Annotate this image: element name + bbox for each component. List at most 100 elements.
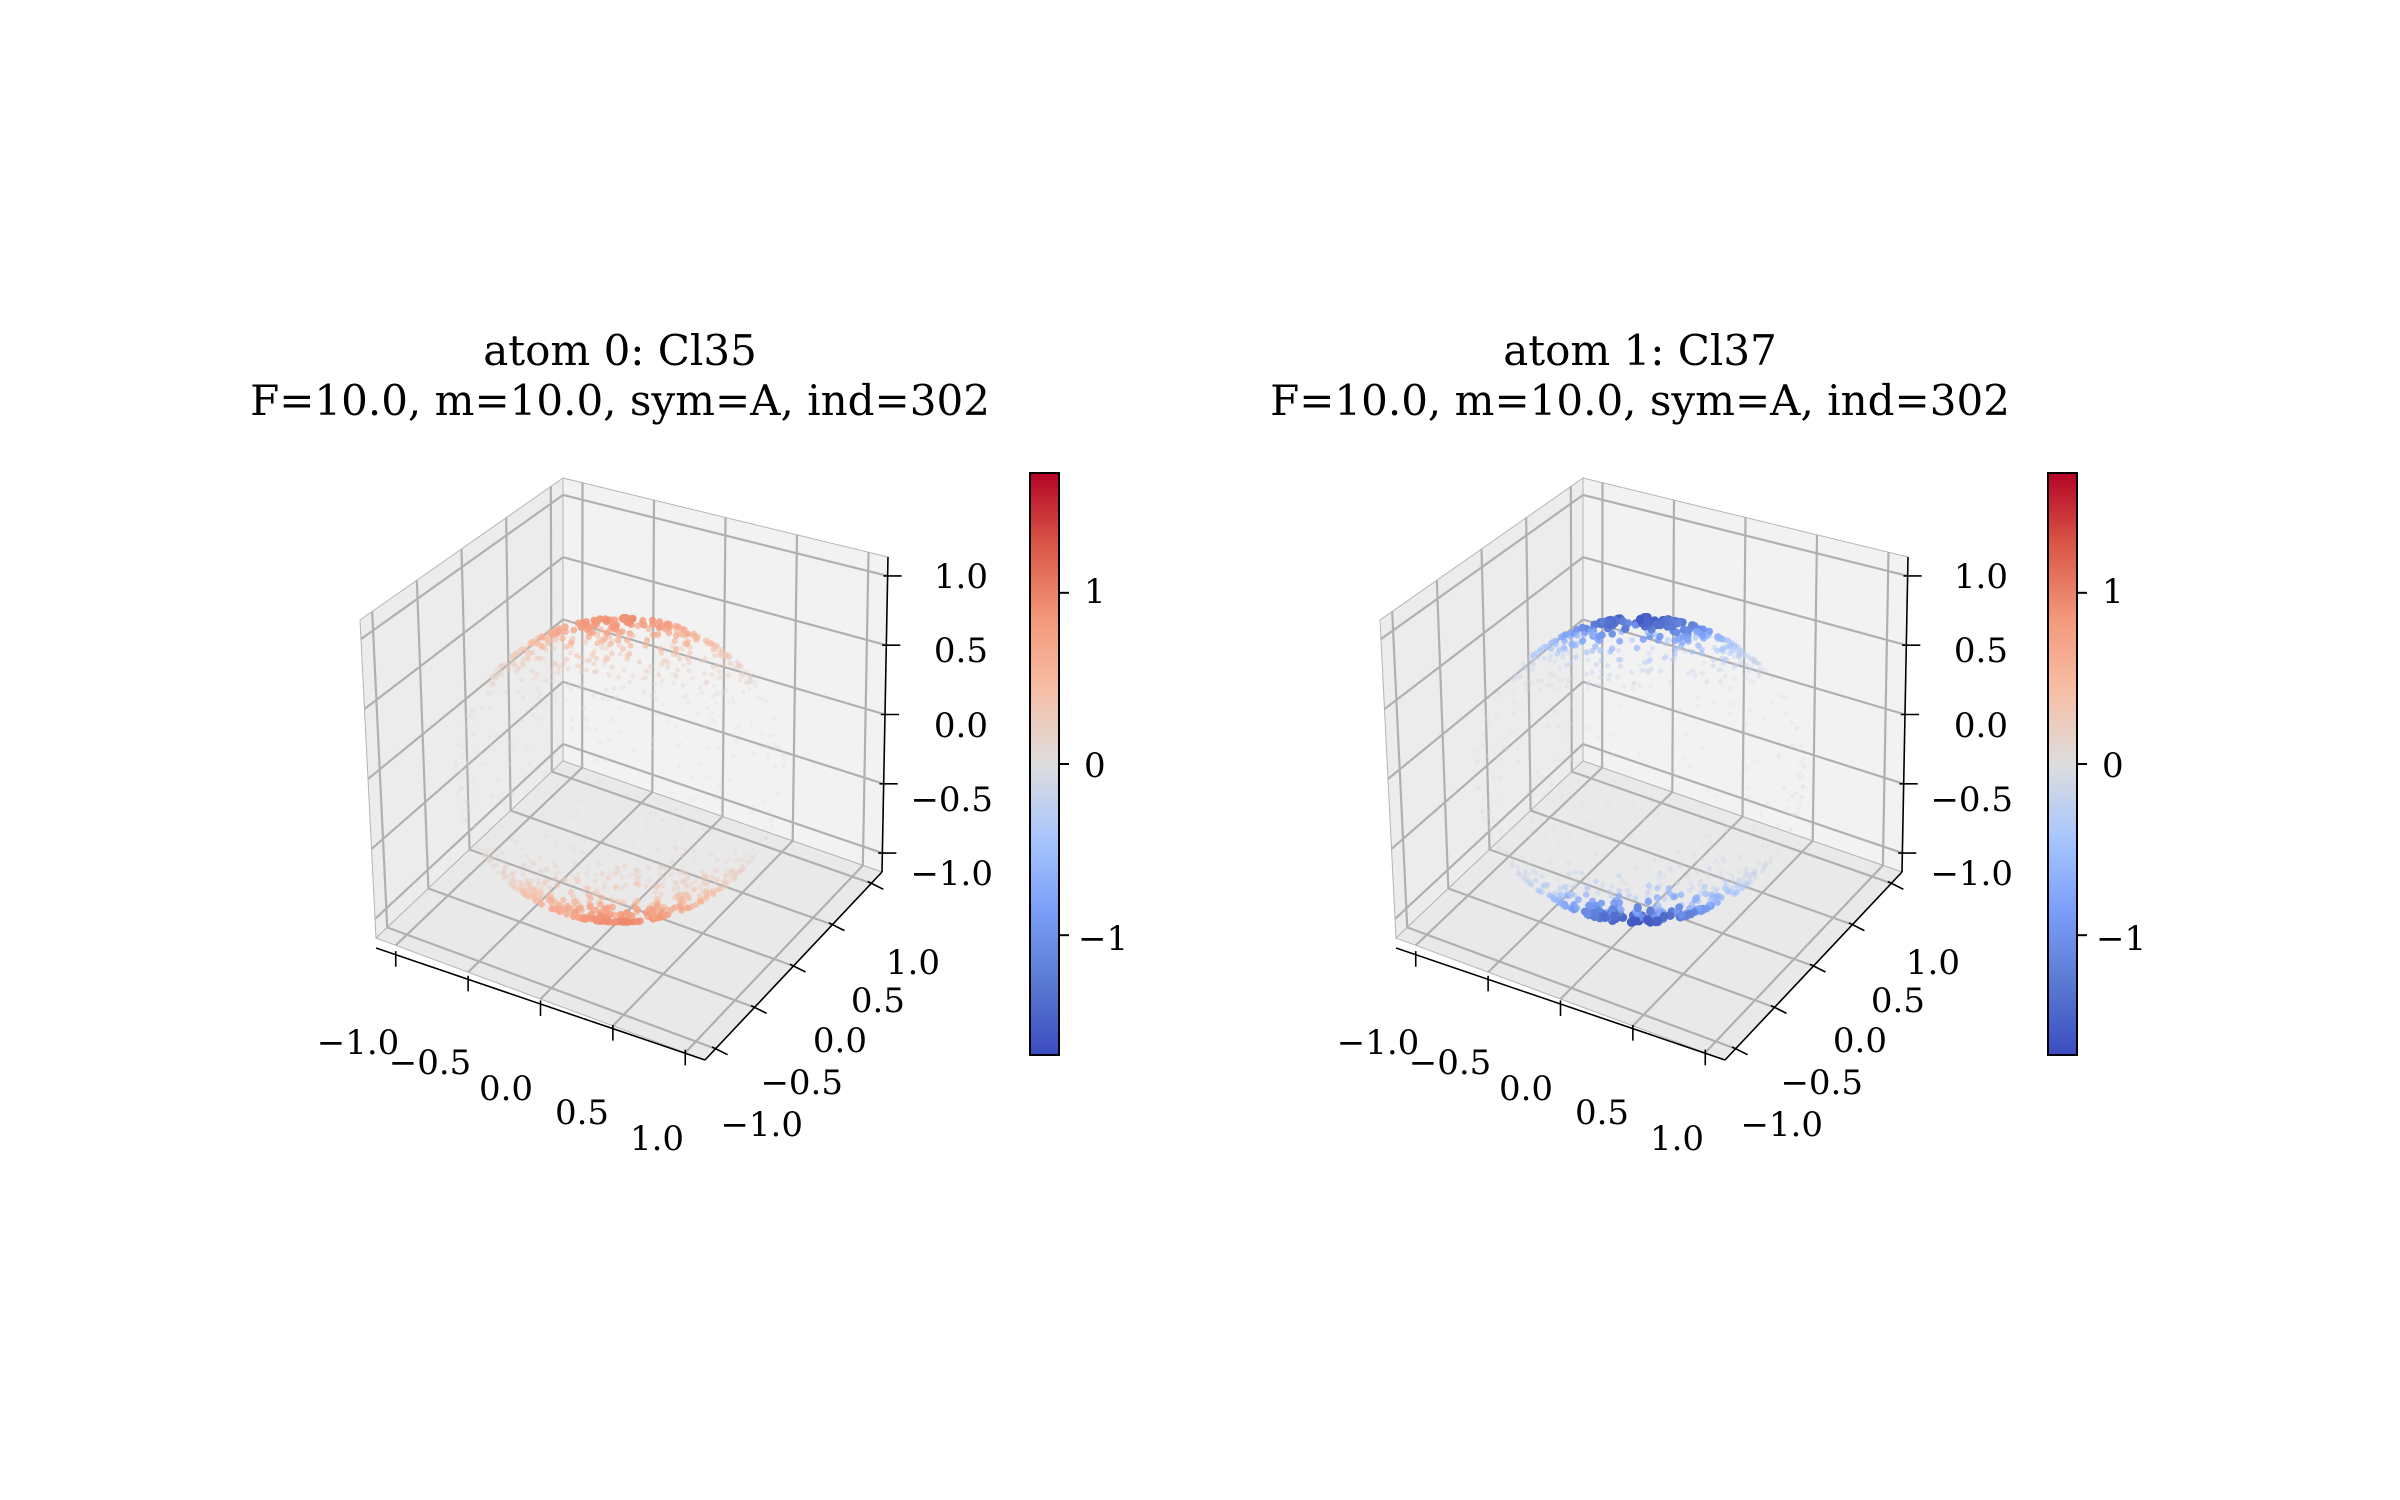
data-point-1-718	[1682, 649, 1688, 655]
data-point-1-589	[1800, 783, 1806, 788]
data-point-0-918	[530, 713, 535, 718]
data-point-0-960	[674, 723, 679, 729]
data-point-1-757	[1490, 816, 1495, 821]
data-point-0-992	[559, 907, 567, 914]
data-point-1-355	[1494, 762, 1499, 768]
data-point-0-345	[726, 654, 733, 660]
data-point-0-797	[621, 667, 627, 673]
data-point-0-985	[673, 646, 680, 652]
data-point-0-421	[555, 766, 560, 771]
data-point-1-45	[1655, 830, 1661, 835]
data-point-1-128	[1719, 655, 1725, 661]
data-point-1-652	[1560, 644, 1568, 651]
z-tick-label-1-0: −1.0	[1930, 854, 2013, 894]
data-point-1-71	[1530, 660, 1536, 666]
data-point-0-676	[538, 634, 545, 641]
data-point-0-940	[735, 661, 741, 667]
data-point-0-153	[560, 896, 567, 904]
data-point-1-253	[1702, 890, 1710, 897]
data-point-0-11	[490, 674, 496, 680]
data-point-1-742	[1609, 911, 1619, 921]
data-point-1-2	[1560, 654, 1566, 660]
data-point-1-369	[1513, 672, 1519, 678]
data-point-1-277	[1607, 648, 1614, 655]
data-point-0-880	[569, 635, 576, 642]
grid-line-1-24	[1582, 493, 1908, 577]
data-point-0-768	[501, 869, 507, 875]
data-point-0-37	[543, 866, 549, 872]
data-point-1-151	[1595, 735, 1601, 741]
data-point-0-315	[731, 753, 736, 758]
sphere-scatter-0	[453, 613, 787, 927]
data-point-0-1029	[465, 761, 470, 766]
data-point-0-951	[670, 671, 675, 677]
data-point-1-220	[1569, 757, 1575, 763]
axes3d-1: 1.0 0.5 0.0 −0.5 −1.0 1.0 0.5 0.0 −0.5 −…	[1337, 477, 2013, 1159]
data-point-0-557	[723, 859, 729, 865]
data-point-1-630	[1732, 661, 1738, 668]
data-point-0-917	[498, 663, 504, 669]
z-tick-label-1-4: 1.0	[1954, 557, 2008, 597]
data-point-0-127	[579, 850, 585, 855]
data-point-0-840	[687, 644, 693, 651]
data-point-1-27	[1697, 882, 1703, 888]
data-point-0-719	[739, 663, 744, 669]
data-point-1-839	[1510, 677, 1515, 683]
data-point-0-852	[681, 662, 686, 668]
y-tick-label-1-2: 0.0	[1833, 1021, 1887, 1061]
data-point-1-611	[1508, 730, 1514, 735]
data-point-1-713	[1631, 681, 1637, 686]
data-point-1-561	[1654, 896, 1661, 903]
data-point-1-582	[1599, 883, 1605, 889]
data-point-0-484	[591, 669, 597, 675]
data-point-0-381	[638, 873, 644, 879]
data-point-0-723	[747, 680, 753, 685]
grid-line-0-15	[460, 548, 471, 850]
data-point-0-948	[469, 730, 475, 736]
data-point-1-874	[1561, 637, 1568, 645]
data-point-1-866	[1688, 855, 1694, 860]
data-point-0-288	[552, 637, 559, 643]
data-point-0-681	[602, 905, 609, 912]
data-point-1-648	[1794, 812, 1800, 817]
data-point-0-953	[727, 777, 733, 782]
data-point-0-328	[490, 856, 495, 861]
data-point-0-586	[584, 658, 590, 664]
data-point-1-862	[1496, 691, 1502, 696]
data-point-0-730	[528, 650, 534, 656]
data-point-0-618	[668, 872, 674, 878]
data-point-0-500	[738, 673, 744, 678]
data-point-1-659	[1695, 695, 1700, 700]
y-tick-label-0-0: −1.0	[720, 1105, 803, 1145]
data-point-0-390	[594, 640, 601, 647]
data-point-1-767	[1801, 785, 1806, 790]
data-point-1-594	[1675, 903, 1683, 912]
data-point-1-349	[1599, 683, 1604, 688]
data-point-1-832	[1797, 775, 1802, 781]
data-point-0-126	[671, 638, 678, 645]
data-point-1-619	[1539, 873, 1545, 879]
data-point-1-457	[1674, 880, 1679, 885]
data-point-0-101	[747, 687, 752, 692]
data-point-0-705	[536, 877, 541, 883]
data-point-0-784	[712, 683, 717, 689]
data-point-0-512	[708, 640, 715, 647]
data-point-0-677	[680, 683, 686, 688]
data-point-1-544	[1646, 864, 1652, 870]
data-point-1-815	[1730, 666, 1736, 671]
data-point-1-259	[1517, 674, 1523, 679]
data-point-0-121	[586, 657, 593, 664]
data-point-1-532	[1530, 857, 1536, 862]
data-point-0-305	[658, 891, 664, 898]
data-point-0-378	[699, 869, 704, 875]
data-point-0-563	[563, 656, 570, 663]
data-point-1-564	[1789, 720, 1794, 725]
data-point-0-881	[605, 656, 611, 662]
data-point-0-745	[525, 853, 530, 859]
data-point-0-213	[492, 863, 498, 869]
data-point-0-155	[730, 872, 736, 878]
data-point-0-907	[686, 698, 691, 704]
data-point-1-107	[1510, 691, 1516, 697]
data-point-1-786	[1593, 878, 1599, 885]
